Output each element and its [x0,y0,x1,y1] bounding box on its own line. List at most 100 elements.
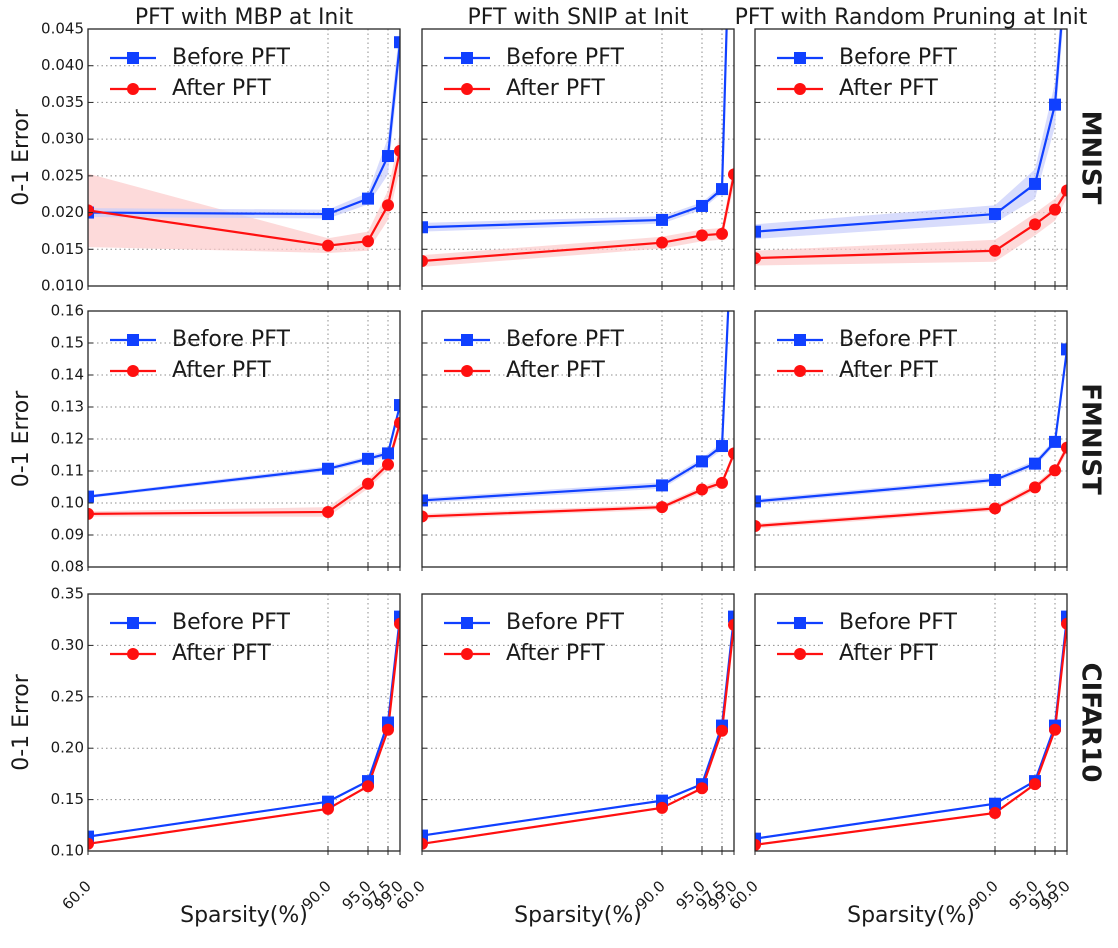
legend-after-marker [127,365,139,377]
before-pft-point [382,150,394,163]
legend-after-label: After PFT [839,76,938,101]
after-pft-point [989,244,1001,257]
after-pft-line [422,452,734,518]
after-pft-point [362,477,374,490]
after-pft-point [716,724,728,737]
panel-frame [421,28,735,287]
before-pft-point [322,462,334,475]
y-tick-label: 0.025 [41,166,84,184]
legend: Before PFT After PFT [444,327,624,383]
legend-after-label: After PFT [172,358,271,383]
legend-after-marker [794,648,806,660]
x-axis-label: Sparsity(%) [514,903,642,928]
y-axis-label: 0-1 Error [9,108,34,206]
before-pft-point [394,399,400,412]
panel: Before PFT After PFT [421,310,735,571]
row-label: CIFAR10 [1076,663,1106,783]
after-pft-point [1049,203,1061,216]
before-pft-point [394,36,400,49]
panel-frame [754,28,1068,287]
legend: Before PFT After PFT [777,45,957,101]
panel-plot-area [755,594,1067,851]
legend: Before PFT After PFT [444,45,624,101]
after-pft-point [394,417,400,429]
before-pft-point [422,829,428,842]
after-pft-point [1061,441,1067,454]
legend-before-marker [794,617,806,629]
after-pft-point [382,723,394,736]
after-pft-band [422,449,734,519]
x-axis-label: Sparsity(%) [180,903,308,928]
legend-before-marker [461,334,473,346]
after-pft-point [394,617,400,630]
legend: Before PFT After PFT [777,610,957,666]
y-tick-label: 0.08 [51,558,84,576]
panel-plot-area [755,29,1067,286]
legend-after-label: After PFT [506,358,605,383]
after-pft-band [755,442,1067,529]
before-pft-point [1029,457,1041,470]
legend-before-label: Before PFT [172,45,290,70]
y-tick-label: 0.15 [51,334,84,352]
before-pft-point [716,183,728,196]
after-pft-line [422,174,734,263]
before-pft-point [1061,343,1067,356]
panel-plot-area [88,594,400,851]
after-pft-point [1049,723,1061,736]
legend-before-marker [127,617,139,629]
y-tick-label: 0.010 [41,277,84,295]
after-pft-point [755,838,761,851]
panel-plot-area [88,311,400,567]
y-tick-label: 0.10 [51,494,84,512]
legend-after-marker [127,648,139,660]
legend-after-marker [461,83,473,95]
legend-before-label: Before PFT [839,45,957,70]
x-axis-label: Sparsity(%) [847,903,975,928]
before-pft-band [88,401,400,499]
before-pft-point [755,495,761,508]
y-tick-label: 0.020 [41,203,84,221]
legend-after-label: After PFT [172,76,271,101]
y-tick-label: 0.13 [51,398,84,416]
y-tick-label: 0.30 [51,636,84,654]
y-tick-label: 0.09 [51,526,84,544]
before-pft-point [656,479,668,492]
after-pft-band [755,183,1067,266]
before-pft-band [755,29,1063,240]
before-pft-point [989,473,1001,486]
panel-plot-area [422,311,734,567]
after-pft-point [422,837,428,850]
after-pft-point [1061,184,1067,197]
legend-after-label: After PFT [172,641,271,666]
legend-before-marker [794,52,806,64]
after-pft-point [728,618,734,631]
legend: Before PFT After PFT [110,45,290,101]
panel: Before PFT After PFT [421,28,735,290]
legend-after-marker [461,648,473,660]
after-pft-point [989,806,1001,819]
after-pft-point [382,458,394,471]
after-pft-point [1049,464,1061,477]
y-tick-label: 0.14 [51,366,84,384]
legend-before-marker [127,52,139,64]
after-pft-point [716,227,728,240]
before-pft-point [322,208,334,221]
panel: Before PFT After PFT [754,310,1068,571]
y-tick-label: 0.20 [51,739,84,757]
x-tick-label: 60.0 [58,877,94,913]
legend-after-label: After PFT [839,641,938,666]
panel-plot-area [755,311,1067,567]
panel-plot-area [88,29,400,286]
legend-before-label: Before PFT [839,610,957,635]
after-pft-point [696,782,708,795]
before-pft-point [656,213,668,226]
after-pft-point [755,252,761,265]
after-pft-point [322,505,334,518]
before-pft-point [394,610,400,623]
before-pft-line [88,404,400,498]
before-pft-point [88,490,94,503]
panel-frame [754,593,1068,852]
y-tick-label: 0.10 [51,842,84,860]
before-pft-point [362,192,374,205]
after-pft-point [88,507,94,520]
